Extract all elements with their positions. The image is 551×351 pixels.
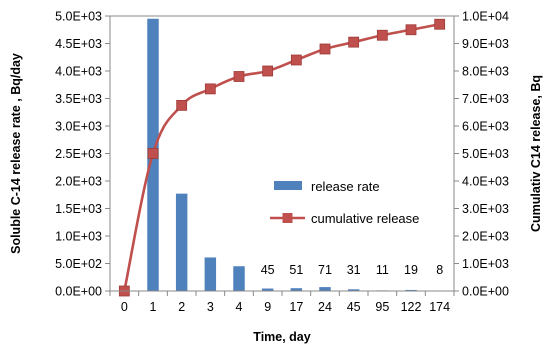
right-tick-label: 8.0E+03 (462, 65, 509, 79)
left-tick-label: 3.5E+03 (55, 92, 102, 106)
left-tick-label: 5.0E+03 (55, 10, 102, 24)
left-tick-label: 5.0E+02 (55, 257, 102, 271)
left-tick-label: 4.0E+03 (55, 65, 102, 79)
line-marker (406, 25, 416, 35)
left-tick-label: 1.0E+03 (55, 230, 102, 244)
right-tick-label: 2.0E+03 (462, 230, 509, 244)
x-tick-label: 95 (375, 300, 389, 314)
x-tick-label: 2 (178, 300, 185, 314)
line-marker (320, 44, 330, 54)
x-axis-title: Time, day (253, 330, 310, 344)
plot-frame (110, 16, 454, 291)
bar-data-label: 71 (318, 263, 332, 277)
x-tick-label: 1 (150, 300, 157, 314)
right-tick-label: 1.0E+03 (462, 257, 509, 271)
line-marker (349, 37, 359, 47)
line-marker (377, 30, 387, 40)
right-tick-label: 5.0E+03 (462, 147, 509, 161)
cumulative-release-line (124, 24, 439, 291)
left-tick-label: 0.0E+00 (55, 285, 102, 299)
left-axis-title: Soluble C-14 release rate , Bq/day (9, 53, 23, 254)
legend-bar-swatch (274, 181, 302, 190)
bar-data-label: 31 (347, 263, 361, 277)
x-tick-label: 122 (401, 300, 422, 314)
x-tick-label: 0 (121, 300, 128, 314)
line-marker (234, 72, 244, 82)
right-axis-title: Cumulativ C14 release, Bq (529, 75, 543, 232)
line-marker (148, 149, 158, 159)
line-marker (177, 100, 187, 110)
bar (205, 257, 216, 291)
x-tick-label: 4 (236, 300, 243, 314)
right-tick-label: 9.0E+03 (462, 37, 509, 51)
legend-line-marker (283, 213, 293, 223)
left-tick-label: 3.0E+03 (55, 120, 102, 134)
bar (176, 194, 187, 291)
line-series (119, 19, 444, 296)
x-tick-label: 24 (318, 300, 332, 314)
x-axis-ticks: 0 1 2 3 4 9 17 24 45 95 122 174 (110, 291, 454, 314)
right-tick-label: 0.0E+00 (462, 285, 509, 299)
bar-data-label: 19 (404, 263, 418, 277)
bar-data-label: 8 (436, 263, 443, 277)
line-marker (205, 84, 215, 94)
right-axis-ticks: 0.0E+00 1.0E+03 2.0E+03 3.0E+03 4.0E+03 5.0E+… (454, 10, 509, 299)
bar (233, 266, 244, 291)
right-tick-label: 6.0E+03 (462, 120, 509, 134)
right-tick-label: 3.0E+03 (462, 202, 509, 216)
x-tick-label: 45 (347, 300, 361, 314)
legend-cumulative-release: cumulative release (311, 211, 419, 226)
left-tick-label: 2.0E+03 (55, 175, 102, 189)
left-tick-label: 1.5E+03 (55, 202, 102, 216)
line-marker (435, 19, 445, 29)
bar-data-label: 45 (261, 263, 275, 277)
line-marker (263, 66, 273, 76)
legend: release rate cumulative release (270, 179, 419, 226)
line-marker (291, 55, 301, 65)
right-tick-label: 7.0E+03 (462, 92, 509, 106)
right-tick-label: 1.0E+04 (462, 10, 509, 24)
bar (319, 287, 330, 291)
x-tick-label: 9 (264, 300, 271, 314)
legend-release-rate: release rate (311, 179, 380, 194)
x-tick-label: 17 (289, 300, 303, 314)
left-axis-ticks: 0.0E+00 5.0E+02 1.0E+03 1.5E+03 2.0E+03 2.5E+… (55, 10, 110, 299)
bar-data-labels: 45 51 71 31 11 19 8 (261, 263, 443, 277)
x-tick-label: 3 (207, 300, 214, 314)
bar-data-label: 11 (376, 263, 389, 277)
left-tick-label: 4.5E+03 (55, 37, 102, 51)
bar-data-label: 51 (289, 263, 303, 277)
x-tick-label: 174 (429, 300, 450, 314)
right-tick-label: 4.0E+03 (462, 175, 509, 189)
left-tick-label: 2.5E+03 (55, 147, 102, 161)
